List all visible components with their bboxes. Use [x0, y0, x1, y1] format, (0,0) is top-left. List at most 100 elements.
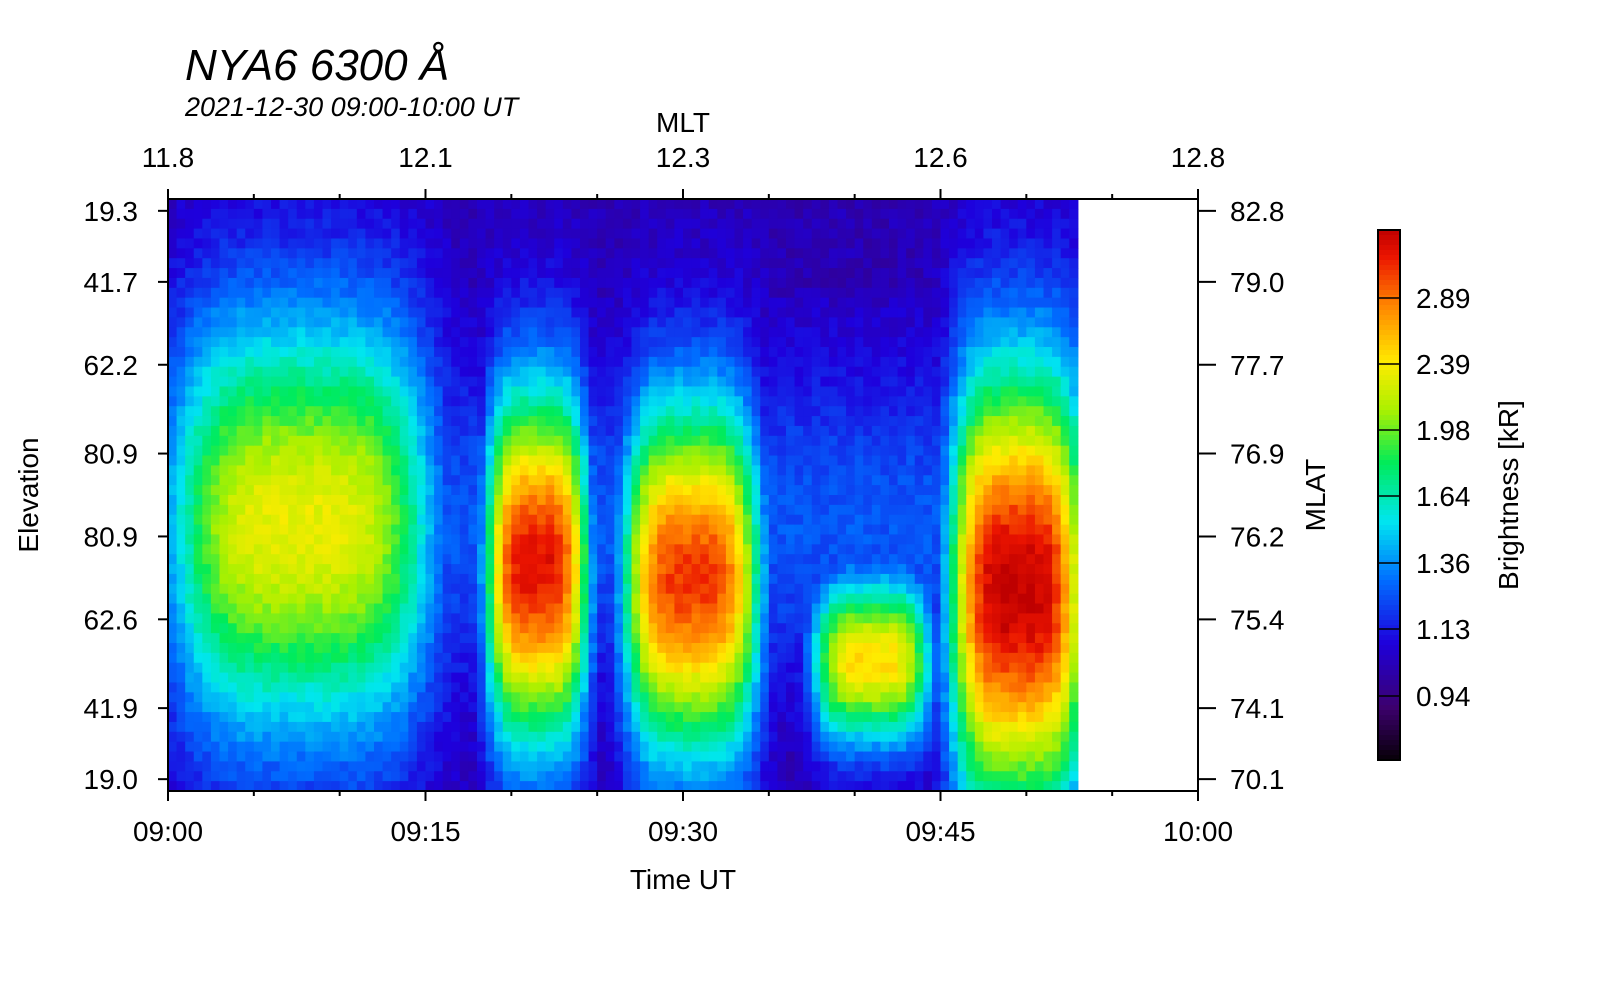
heatmap-cell: [253, 534, 264, 545]
heatmap-cell: [562, 534, 573, 545]
heatmap-cell: [253, 277, 264, 289]
heatmap-cell: [854, 356, 864, 368]
heatmap-cell: [597, 347, 607, 358]
heatmap-cell: [571, 416, 581, 427]
heatmap-cell: [683, 228, 693, 240]
heatmap-cell: [502, 258, 512, 269]
heatmap-cell: [313, 258, 324, 269]
heatmap-cell: [262, 731, 272, 743]
heatmap-cell: [442, 573, 452, 585]
heatmap-cell: [494, 692, 504, 703]
heatmap-cell: [837, 425, 847, 437]
heatmap-cell: [228, 337, 238, 348]
heatmap-cell: [597, 317, 607, 328]
heatmap-cell: [820, 356, 830, 368]
heatmap-cell: [631, 583, 641, 595]
heatmap-cell: [545, 327, 555, 338]
heatmap-cell: [622, 721, 633, 733]
heatmap-cell: [743, 248, 753, 259]
heatmap-cell: [408, 495, 418, 506]
heatmap-cell: [631, 603, 641, 614]
heatmap-cell: [545, 544, 555, 555]
heatmap-cell: [459, 771, 470, 782]
heatmap-cell: [365, 277, 375, 289]
heatmap-cell: [519, 504, 530, 516]
heatmap-cell: [313, 564, 324, 575]
heatmap-cell: [588, 564, 598, 575]
heatmap-cell: [545, 406, 555, 417]
heatmap-cell: [279, 623, 289, 634]
heatmap-cell: [391, 554, 401, 565]
heatmap-cell: [442, 623, 452, 634]
heatmap-cell: [786, 475, 796, 486]
heatmap-cell: [751, 297, 761, 309]
heatmap-cell: [777, 297, 787, 309]
heatmap-cell: [219, 712, 229, 723]
heatmap-cell: [751, 228, 761, 240]
heatmap-cell: [202, 623, 212, 634]
heatmap-cell: [691, 327, 701, 338]
heatmap-cell: [614, 356, 624, 368]
heatmap-cell: [339, 347, 349, 358]
heatmap-cell: [674, 504, 684, 516]
heatmap-cell: [803, 386, 813, 397]
heatmap-cell: [399, 603, 409, 614]
heatmap-cell: [193, 712, 203, 723]
heatmap-cell: [442, 652, 452, 664]
heatmap-cell: [811, 445, 821, 457]
heatmap-cell: [356, 347, 367, 358]
heatmap-cell: [597, 445, 607, 457]
heatmap-cell: [605, 425, 615, 437]
heatmap-cell: [494, 376, 504, 388]
heatmap-cell: [391, 652, 401, 664]
heatmap-cell: [451, 376, 461, 388]
heatmap-cell: [734, 327, 744, 338]
heatmap-cell: [331, 692, 341, 703]
heatmap-cell: [674, 682, 684, 693]
heatmap-cell: [305, 504, 315, 516]
heatmap-cell: [434, 741, 444, 753]
heatmap-cell: [305, 376, 315, 388]
heatmap-cell: [296, 524, 306, 536]
heatmap-cell: [374, 307, 384, 318]
heatmap-cell: [657, 643, 667, 654]
heatmap-cell: [262, 692, 272, 703]
heatmap-cell: [442, 366, 452, 378]
heatmap-cell: [777, 307, 787, 318]
heatmap-cell: [494, 593, 504, 605]
heatmap-cell: [434, 781, 444, 792]
heatmap-cell: [408, 317, 418, 328]
heatmap-cell: [674, 366, 684, 378]
heatmap-cell: [794, 603, 804, 614]
heatmap-cell: [828, 307, 839, 318]
heatmap-cell: [313, 445, 324, 457]
heatmap-cell: [305, 396, 315, 407]
heatmap-cell: [279, 258, 289, 269]
heatmap-cell: [648, 751, 658, 762]
heatmap-cell: [262, 495, 272, 506]
heatmap-cell: [580, 248, 590, 259]
heatmap-cell: [382, 455, 392, 466]
heatmap-cell: [236, 356, 246, 368]
heatmap-cell: [416, 554, 427, 565]
heatmap-cell: [640, 475, 650, 486]
heatmap-cell: [313, 287, 324, 299]
heatmap-cell: [468, 445, 478, 457]
heatmap-cell: [202, 751, 212, 762]
heatmap-cell: [434, 524, 444, 536]
heatmap-cell: [717, 741, 727, 753]
heatmap-cell: [434, 593, 444, 605]
heatmap-cell: [622, 672, 633, 684]
heatmap-cell: [863, 514, 873, 526]
heatmap-cell: [657, 633, 667, 644]
heatmap-cell: [442, 593, 452, 605]
heatmap-cell: [288, 406, 298, 417]
heatmap-cell: [683, 672, 693, 684]
heatmap-cell: [528, 297, 538, 309]
heatmap-cell: [622, 682, 633, 693]
heatmap-cell: [545, 771, 555, 782]
heatmap-cell: [803, 514, 813, 526]
heatmap-cell: [451, 771, 461, 782]
heatmap-cell: [322, 238, 332, 249]
heatmap-cell: [391, 366, 401, 378]
